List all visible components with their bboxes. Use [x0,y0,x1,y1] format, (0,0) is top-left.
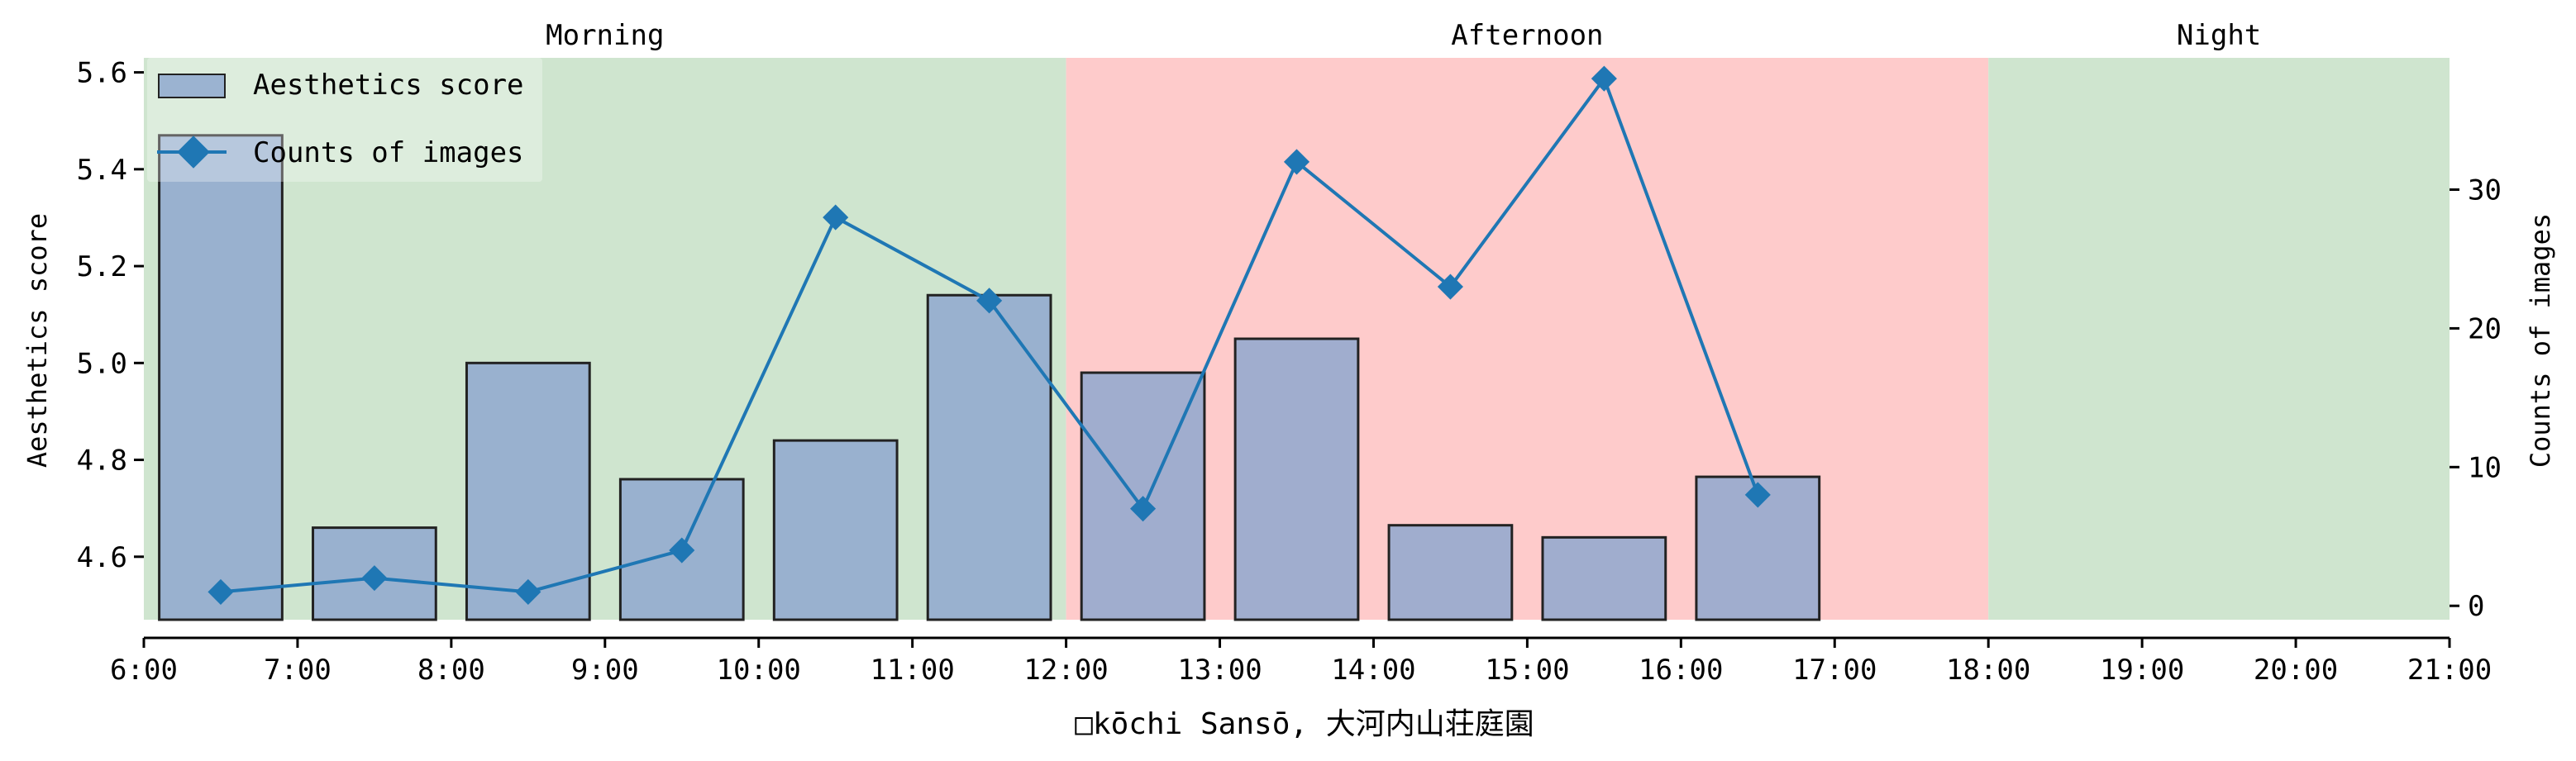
x-tick-label-3: 9:00 [571,654,639,687]
line-point-5 [976,288,1003,314]
period-background-2 [1988,58,2450,620]
period-label-2: Night [2177,19,2261,52]
x-tick-label-15: 21:00 [2407,654,2492,687]
x-axis: 6:00 7:00 8:00 9:00 10:00 11:00 12:00 13:00 14:0… [110,636,2492,687]
legend: Aesthetics score Counts of images [147,58,542,182]
y-left-tick-label-2: 5.0 [77,347,127,380]
bar-4 [772,439,899,621]
bar-7 [1233,337,1360,621]
y-left-tick-label-5: 5.6 [77,57,127,90]
line-point-8 [1437,273,1463,300]
x-tick-label-0: 6:00 [110,654,178,687]
line-point-1 [361,565,388,592]
x-tick-label-11: 17:00 [1792,654,1877,687]
x-tick-label-6: 12:00 [1023,654,1108,687]
x-tick-label-7: 13:00 [1177,654,1262,687]
bar-2 [465,361,591,621]
legend-bar-label: Aesthetics score [253,69,524,102]
period-backgrounds [144,58,2450,620]
y-right-tick-label-0: 0 [2468,590,2484,623]
y-axis-right-label: Counts of images [2525,213,2556,468]
period-label-0: Morning [546,19,664,52]
legend-line-marker [177,136,210,169]
y-axis-right: 0 10 20 30 [2450,174,2502,623]
x-axis-label: □kōchi Sansō, 大河内山荘庭園 [1075,707,1534,741]
x-tick-label-5: 11:00 [870,654,954,687]
y-right-tick-label-3: 30 [2468,174,2502,207]
x-tick-label-10: 16:00 [1639,654,1723,687]
x-tick-label-9: 15:00 [1485,654,1569,687]
period-labels: Morning Afternoon Night [546,19,2261,52]
y-left-tick-label-3: 5.2 [77,250,127,283]
y-left-tick-label-1: 4.8 [77,445,127,478]
line-point-10 [1744,482,1771,508]
legend-background [147,58,542,182]
legend-bar-swatch [158,74,226,98]
x-tick-label-1: 7:00 [264,654,332,687]
x-tick-label-2: 8:00 [417,654,485,687]
bar-0 [158,134,284,621]
y-left-tick-label-4: 5.4 [77,154,127,187]
x-tick-label-13: 19:00 [2100,654,2184,687]
x-tick-label-8: 14:00 [1331,654,1415,687]
y-axis-left-label: Aesthetics score [21,213,53,468]
legend-line-label: Counts of images [253,136,524,169]
period-background-0 [144,58,1066,620]
bar-9 [1541,535,1667,621]
bars-group [158,134,1821,621]
x-tick-label-4: 10:00 [717,654,801,687]
y-right-tick-label-2: 20 [2468,312,2502,345]
y-axis-left: 4.6 4.8 5.0 5.2 5.4 5.6 [77,57,144,574]
period-label-1: Afternoon [1451,19,1603,52]
x-tick-label-14: 20:00 [2254,654,2338,687]
bar-5 [926,293,1052,621]
x-tick-label-12: 18:00 [1946,654,2030,687]
y-right-tick-label-1: 10 [2468,451,2502,484]
bar-8 [1387,524,1514,621]
y-left-tick-label-0: 4.6 [77,541,127,574]
